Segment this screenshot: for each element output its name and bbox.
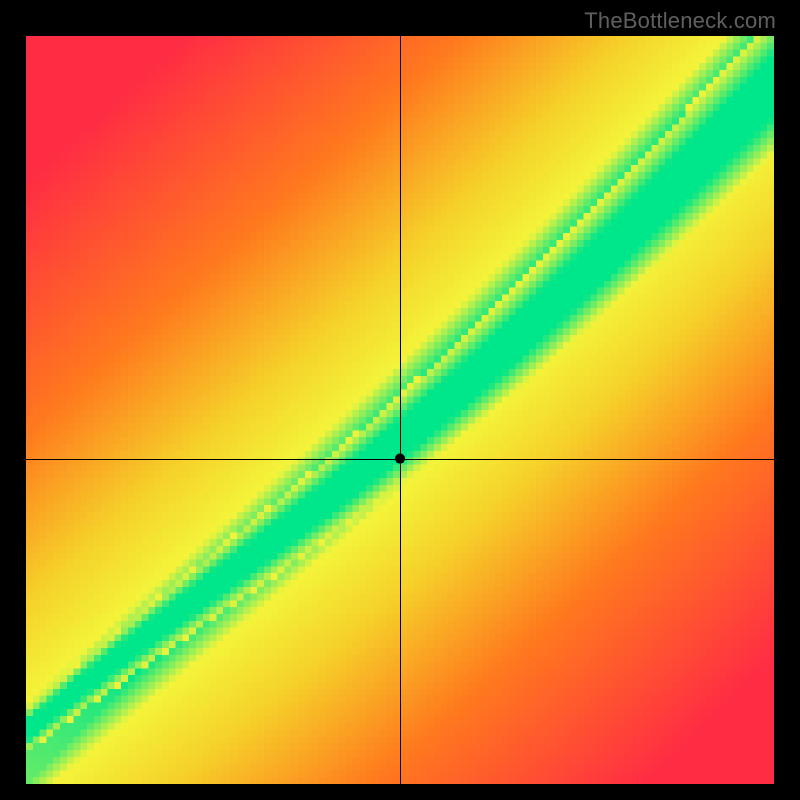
- crosshair-overlay: [26, 36, 774, 784]
- chart-container: TheBottleneck.com: [0, 0, 800, 800]
- watermark-text: TheBottleneck.com: [584, 8, 776, 34]
